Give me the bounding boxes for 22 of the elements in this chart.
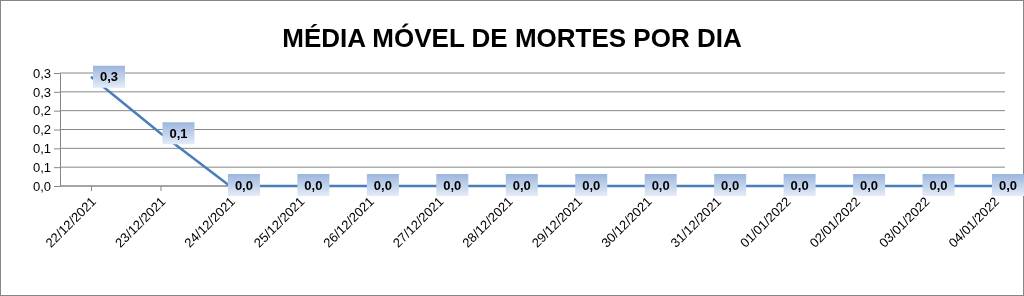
data-label: 0,0 — [721, 177, 740, 193]
chart-title: MÉDIA MÓVEL DE MORTES POR DIA — [282, 23, 742, 53]
data-label: 0,0 — [790, 177, 809, 193]
data-label: 0,1 — [169, 125, 188, 141]
data-label: 0,0 — [582, 177, 601, 193]
data-label: 0,0 — [998, 177, 1018, 193]
y-tick-label: 0,1 — [32, 159, 51, 175]
y-tick-label: 0,1 — [32, 140, 51, 156]
data-label: 0,0 — [860, 177, 879, 193]
data-label: 0,0 — [234, 177, 253, 193]
data-label: 0,0 — [443, 177, 462, 193]
y-tick-label: 0,0 — [32, 178, 51, 194]
data-label: 0,0 — [929, 177, 948, 193]
y-tick-label: 0,3 — [32, 84, 51, 100]
data-label: 0,0 — [373, 177, 392, 193]
y-tick-label: 0,3 — [32, 65, 51, 81]
y-tick-label: 0,2 — [32, 103, 51, 119]
y-tick-label: 0,2 — [32, 122, 51, 138]
data-label: 0,0 — [304, 177, 323, 193]
data-label: 0,0 — [651, 177, 670, 193]
data-label: 0,0 — [512, 177, 531, 193]
data-label: 0,3 — [99, 69, 119, 85]
